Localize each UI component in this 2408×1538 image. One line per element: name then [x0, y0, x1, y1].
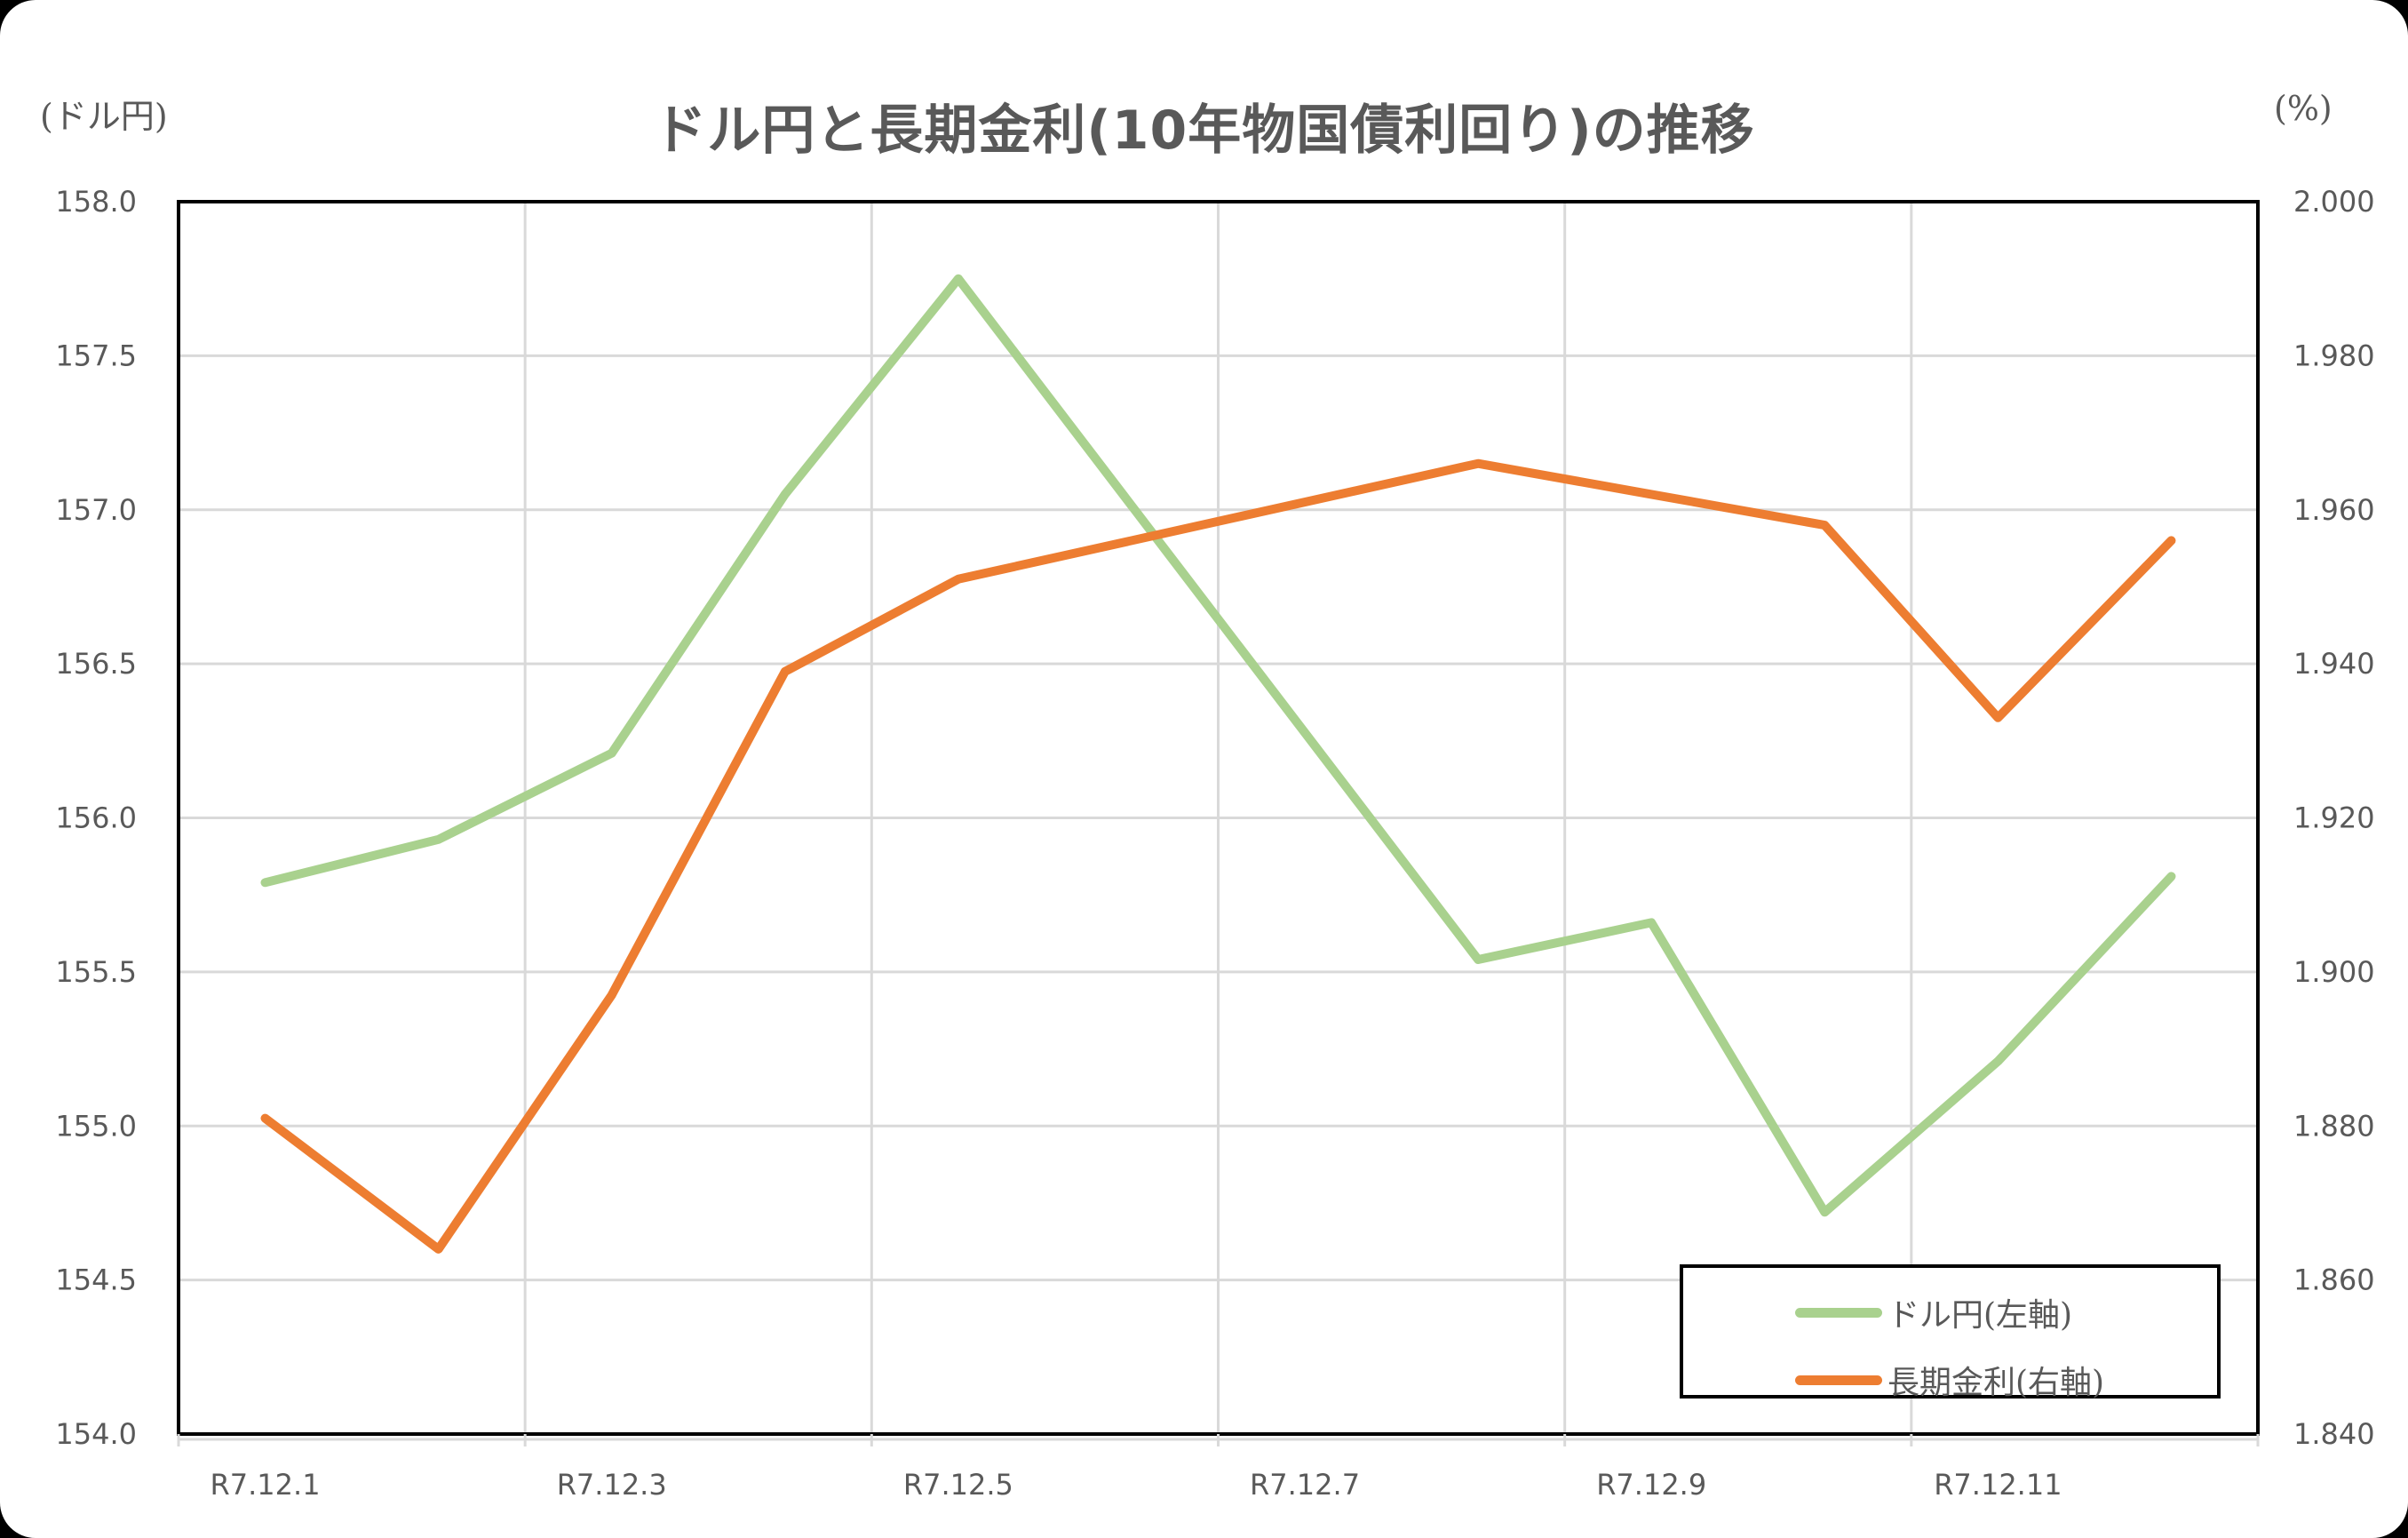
left-tick-label: 154.5 [55, 1263, 137, 1297]
right-tick-label: 1.860 [2293, 1263, 2375, 1297]
left-tick-label: 157.5 [55, 339, 137, 372]
legend: ドル円(左軸) 長期金利(右軸) [1680, 1264, 2221, 1401]
left-tick-label: 156.0 [55, 801, 137, 835]
left-tick-label: 158.0 [55, 185, 137, 219]
right-axis-unit: (%) [2274, 89, 2333, 128]
legend-swatch-orange [1795, 1375, 1882, 1385]
right-tick-label: 1.940 [2293, 647, 2375, 681]
left-tick-label: 156.5 [55, 647, 137, 681]
x-tick-label: R7.12.9 [1596, 1468, 1706, 1502]
series-line [260, 274, 2176, 1217]
right-tick-label: 1.840 [2293, 1417, 2375, 1451]
x-tick-label: R7.12.5 [903, 1468, 1013, 1502]
legend-swatch-green [1795, 1307, 1882, 1318]
series-lines [260, 274, 2176, 1254]
left-tick-label: 155.5 [55, 955, 137, 989]
legend-item-usdjpy: ドル円(左軸) [1683, 1286, 2072, 1339]
left-axis-unit: (ドル円) [40, 97, 168, 136]
left-tick-label: 155.0 [55, 1109, 137, 1143]
left-tick-label: 154.0 [55, 1417, 137, 1451]
x-tick-label: R7.12.7 [1250, 1468, 1360, 1502]
x-axis-ticks: R7.12.1 R7.12.3 R7.12.5 R7.12.7 R7.12.9 R7.12… [177, 1434, 2260, 1502]
right-axis-ticks: 1.840 1.860 1.880 1.900 1.920 1.940 1.960 1.980… [2293, 185, 2375, 1451]
legend-label: ドル円(左軸) [1887, 1297, 2073, 1334]
right-tick-label: 1.880 [2293, 1109, 2375, 1143]
right-tick-label: 1.920 [2293, 801, 2375, 835]
legend-label: 長期金利(右軸) [1887, 1365, 2105, 1401]
right-tick-label: 1.960 [2293, 493, 2375, 527]
left-tick-label: 157.0 [55, 493, 137, 527]
left-axis-ticks: 154.0 154.5 155.0 155.5 156.0 156.5 157.0 157.5… [55, 185, 137, 1451]
right-tick-label: 2.000 [2293, 185, 2375, 219]
right-tick-label: 1.900 [2293, 955, 2375, 989]
chart-title: ドル円と長期金利(10年物国債利回り)の推移 [653, 100, 1755, 162]
x-tick-label: R7.12.1 [211, 1468, 321, 1502]
x-tick-label: R7.12.11 [1934, 1468, 2062, 1502]
series-line [260, 458, 2176, 1254]
legend-item-jgb-yield: 長期金利(右軸) [1683, 1353, 2104, 1407]
x-tick-label: R7.12.3 [557, 1468, 667, 1502]
right-tick-label: 1.980 [2293, 339, 2375, 372]
